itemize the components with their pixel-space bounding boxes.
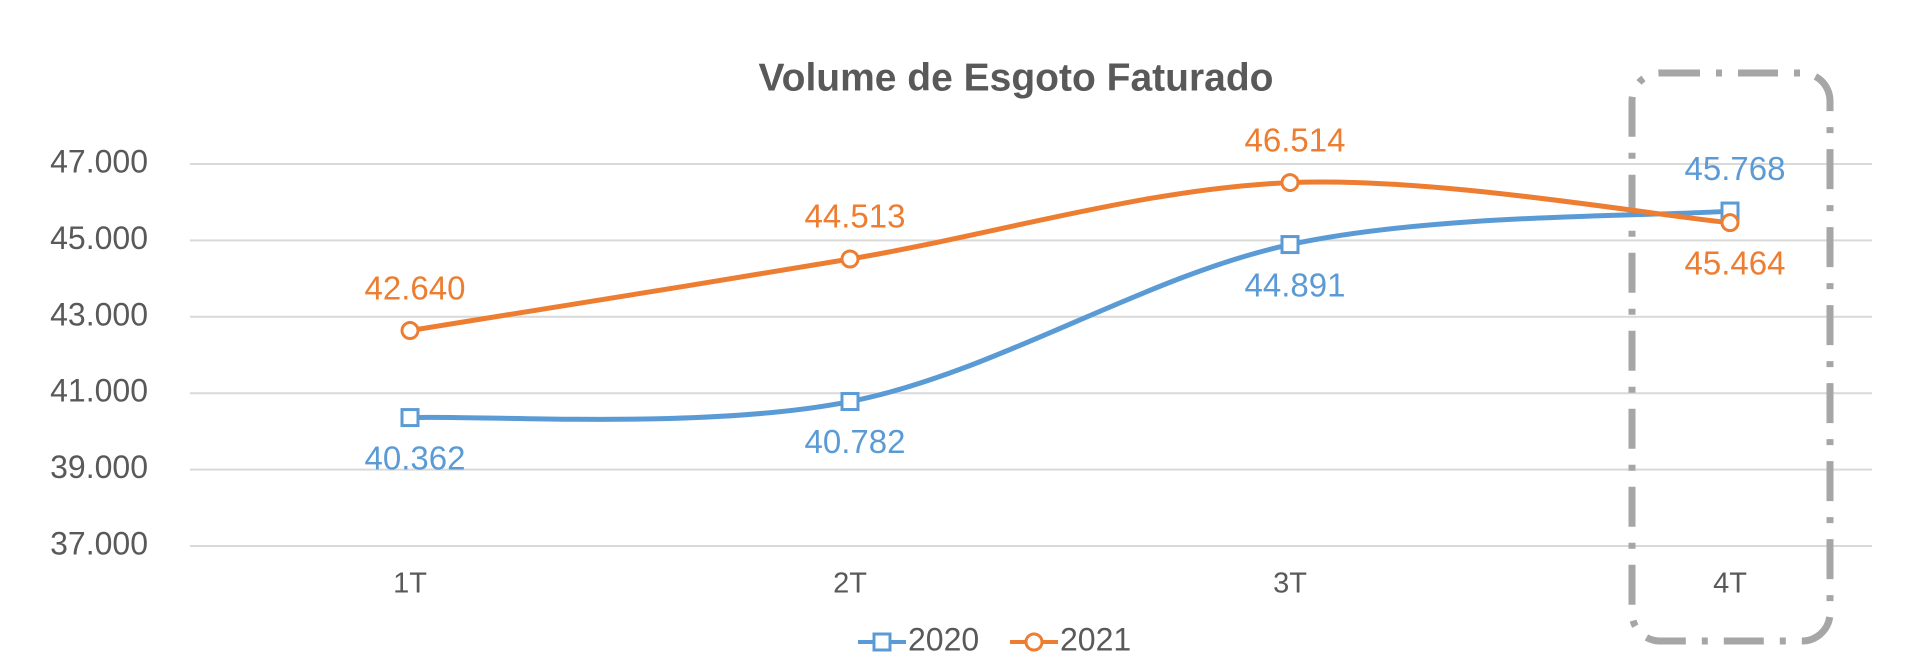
legend-label: 2021 <box>1060 621 1131 656</box>
legend-marker <box>1024 632 1044 652</box>
series-line <box>407 208 1733 422</box>
data-label: 44.891 <box>1245 266 1346 303</box>
data-label: 45.768 <box>1685 150 1786 187</box>
y-tick-label: 41.000 <box>50 373 148 409</box>
marker <box>840 249 860 269</box>
chart-title: Volume de Esgoto Faturado <box>759 56 1274 99</box>
data-label: 44.513 <box>805 198 906 235</box>
y-tick-label: 45.000 <box>50 220 148 256</box>
x-tick-label: 3T <box>1273 568 1307 600</box>
data-label: 42.640 <box>365 269 466 306</box>
y-tick-label: 43.000 <box>50 296 148 332</box>
legend-marker <box>872 632 892 652</box>
x-tick-label: 2T <box>833 568 867 600</box>
x-tick-label: 1T <box>393 568 427 600</box>
y-tick-label: 37.000 <box>50 525 148 561</box>
legend-label: 2020 <box>908 621 979 656</box>
data-label: 45.464 <box>1685 244 1786 281</box>
x-tick-label: 4T <box>1713 568 1747 600</box>
y-tick-label: 39.000 <box>50 449 148 485</box>
marker <box>840 392 860 412</box>
marker <box>1280 173 1300 193</box>
marker <box>400 321 420 341</box>
data-label: 40.782 <box>805 423 906 460</box>
y-tick-label: 47.000 <box>50 143 148 179</box>
data-label: 46.514 <box>1245 121 1346 158</box>
highlight-box <box>1628 69 1834 645</box>
marker <box>400 408 420 428</box>
marker <box>1280 235 1300 255</box>
marker <box>1720 213 1740 233</box>
series-line <box>407 179 1733 334</box>
data-label: 40.362 <box>365 439 466 476</box>
